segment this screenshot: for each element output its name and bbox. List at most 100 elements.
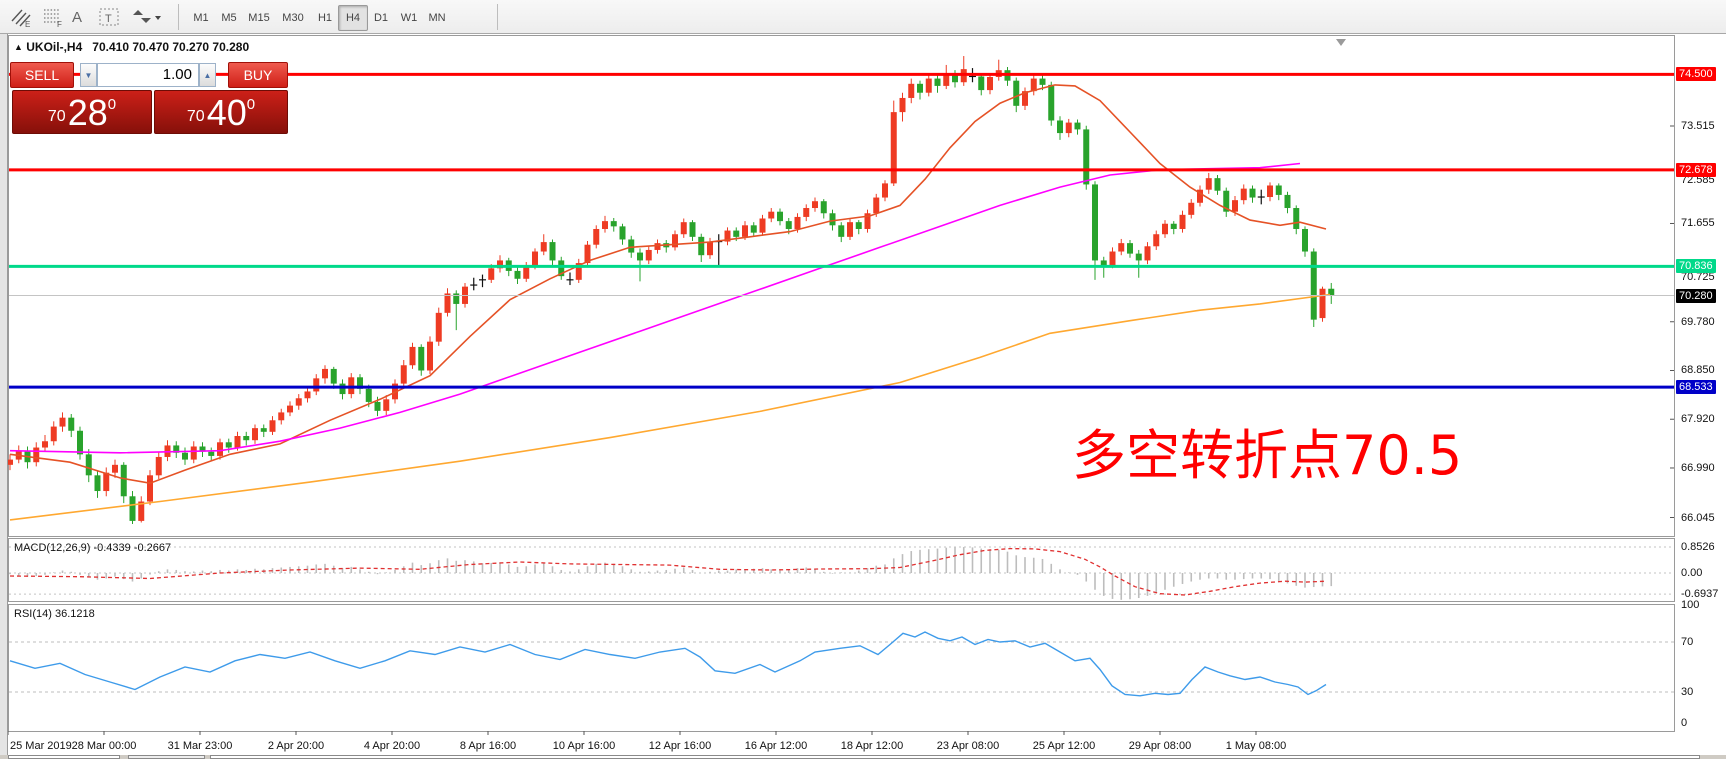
buy-quote[interactable]: 70 40 0 xyxy=(154,90,288,134)
svg-text:23 Apr 08:00: 23 Apr 08:00 xyxy=(937,740,999,752)
candle xyxy=(77,430,83,455)
tab-timeframe-m15[interactable]: M15 xyxy=(248,12,270,24)
tab-timeframe-mn[interactable]: MN xyxy=(428,12,446,24)
volume-increase-button[interactable]: ▲ xyxy=(199,63,216,87)
equidistant-channel-icon[interactable]: E xyxy=(6,5,36,29)
volume-input[interactable]: 1.00 xyxy=(97,63,199,87)
tab-timeframe-m5[interactable]: M5 xyxy=(221,12,237,24)
bottom-tab-strip xyxy=(0,755,1726,759)
candle xyxy=(147,475,153,502)
candle xyxy=(8,459,13,465)
axis-tick-label: 30 xyxy=(1681,686,1694,698)
bottom-tab[interactable] xyxy=(8,755,120,759)
tab-timeframe-h4[interactable]: H4 xyxy=(338,5,368,31)
candle xyxy=(925,78,932,93)
price-level-label: 68.533 xyxy=(1676,380,1716,395)
svg-text:12 Apr 16:00: 12 Apr 16:00 xyxy=(649,740,711,752)
text-box-icon[interactable]: T xyxy=(96,5,122,29)
candle xyxy=(523,265,530,279)
candle xyxy=(917,83,923,93)
candle xyxy=(313,378,320,392)
fibonacci-lines-icon[interactable]: F xyxy=(38,5,68,29)
candle xyxy=(68,417,75,431)
axis-tick-label: 73.515 xyxy=(1681,120,1715,132)
tab-timeframe-w1[interactable]: W1 xyxy=(400,12,418,24)
candle xyxy=(952,73,958,83)
candle xyxy=(1267,185,1273,198)
candle xyxy=(1197,189,1203,203)
collapse-triangle-icon[interactable]: ▲ xyxy=(14,42,23,52)
candle xyxy=(155,456,162,476)
candle xyxy=(1293,208,1300,229)
candle xyxy=(260,428,267,432)
tab-timeframe-m30[interactable]: M30 xyxy=(282,12,304,24)
candle xyxy=(672,234,678,248)
candle xyxy=(829,213,836,226)
candle xyxy=(864,213,871,229)
candle xyxy=(50,426,57,442)
tab-timeframe-h1[interactable]: H1 xyxy=(317,12,333,24)
bottom-tab[interactable] xyxy=(210,755,1700,759)
sell-button[interactable]: SELL xyxy=(10,62,74,88)
candle xyxy=(120,464,127,497)
candle xyxy=(243,436,250,441)
sell-quote[interactable]: 70 28 0 xyxy=(12,90,152,134)
toolbar-separator xyxy=(178,4,179,30)
candle xyxy=(208,451,215,456)
candle xyxy=(1039,78,1046,85)
candle xyxy=(1214,178,1221,191)
candle xyxy=(33,447,40,463)
candle xyxy=(838,225,845,237)
candle xyxy=(1179,214,1186,229)
candle xyxy=(1232,200,1238,212)
svg-text:10 Apr 16:00: 10 Apr 16:00 xyxy=(553,740,615,752)
candle xyxy=(1223,190,1230,212)
arrows-icon[interactable] xyxy=(130,5,164,29)
candle xyxy=(768,211,775,219)
candle xyxy=(190,446,197,460)
toolbar-separator xyxy=(497,4,498,30)
svg-text:31 Mar 23:00: 31 Mar 23:00 xyxy=(168,740,233,752)
candle xyxy=(1092,184,1098,261)
candle xyxy=(680,222,687,235)
axis-tick-label: -0.6937 xyxy=(1681,588,1719,601)
svg-text:8 Apr 16:00: 8 Apr 16:00 xyxy=(460,740,516,752)
candle xyxy=(1013,80,1020,106)
tab-timeframe-d1[interactable]: D1 xyxy=(373,12,389,24)
candle xyxy=(435,312,442,342)
buy-button[interactable]: BUY xyxy=(228,62,288,88)
candle xyxy=(803,208,810,217)
sell-price-pips: 28 xyxy=(67,92,108,133)
svg-text:T: T xyxy=(105,13,112,25)
tab-timeframe-m1[interactable]: M1 xyxy=(193,12,209,24)
candle xyxy=(1135,253,1142,261)
chart-canvas[interactable]: 25 Mar 2019 28 Mar 00:00 31 Mar 23:00 2 Apr… xyxy=(8,35,1675,755)
candle xyxy=(1284,194,1291,209)
candle xyxy=(59,417,66,427)
candle xyxy=(1275,185,1282,195)
buy-price-point: 0 xyxy=(246,96,256,113)
candle xyxy=(1319,288,1326,319)
candle xyxy=(593,228,600,245)
candlesticks xyxy=(8,56,1335,525)
price-axis[interactable]: 72.585 70.725 73.515 71.655 69.780 68.850 67.9… xyxy=(1675,35,1726,755)
text-label-icon[interactable]: A xyxy=(71,8,82,26)
candle xyxy=(42,441,48,448)
candle xyxy=(619,226,626,240)
bottom-tab[interactable] xyxy=(128,755,205,759)
candle xyxy=(383,399,390,411)
candle xyxy=(112,464,118,473)
sell-price-point: 0 xyxy=(107,96,117,113)
candle xyxy=(138,501,145,521)
candle xyxy=(890,112,897,184)
candle xyxy=(497,260,503,269)
candle xyxy=(707,242,713,256)
candle xyxy=(225,442,232,448)
buy-price-pips: 40 xyxy=(206,92,247,133)
candle xyxy=(610,221,617,227)
candle xyxy=(287,405,293,413)
candle xyxy=(1240,188,1247,201)
volume-decrease-button[interactable]: ▼ xyxy=(80,63,97,87)
candle xyxy=(654,243,661,250)
candle xyxy=(794,216,801,229)
